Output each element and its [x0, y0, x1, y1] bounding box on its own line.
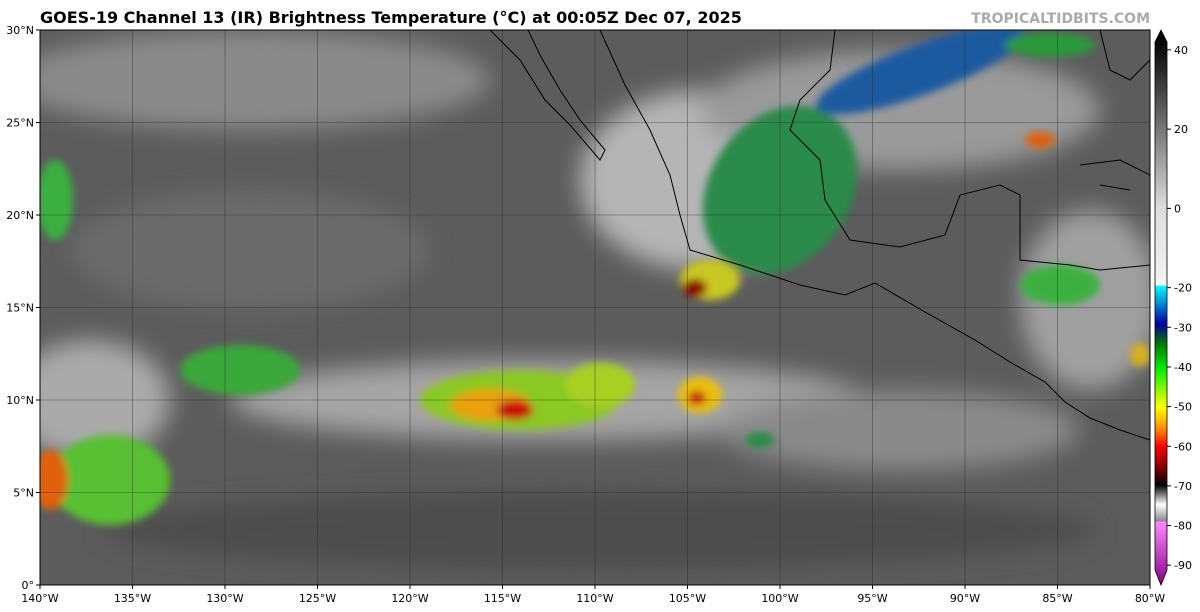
- x-tick-label: 135°W: [114, 592, 151, 605]
- x-tick-label: 140°W: [21, 592, 58, 605]
- y-tick-label: 10°N: [6, 394, 34, 407]
- x-tick-label: 110°W: [576, 592, 613, 605]
- x-tick-label: 125°W: [299, 592, 336, 605]
- watermark: TROPICALTIDBITS.COM: [971, 11, 1150, 27]
- colorbar-label: 40: [1174, 44, 1188, 57]
- colorbar-label: -40: [1174, 361, 1192, 374]
- colorbar-label: 0: [1174, 202, 1181, 215]
- x-tick-label: 85°W: [1042, 592, 1072, 605]
- x-tick-label: 115°W: [484, 592, 521, 605]
- y-tick-label: 5°N: [13, 487, 34, 500]
- colorbar-label: -30: [1174, 321, 1192, 334]
- x-tick-label: 130°W: [206, 592, 243, 605]
- coastline: [789, 30, 1150, 271]
- title: GOES-19 Channel 13 (IR) Brightness Tempe…: [40, 8, 742, 27]
- y-tick-label: 30°N: [6, 24, 34, 37]
- colorbar-label: -50: [1174, 401, 1192, 414]
- y-tick-label: 20°N: [6, 209, 34, 222]
- satellite-imagery: [40, 30, 1150, 585]
- axes: 140°W 135°W 130°W 125°W 120°W 115°W 110°W 105°W…: [6, 24, 1165, 605]
- colorbar-label: 20: [1174, 123, 1188, 136]
- x-tick-label: 80°W: [1135, 592, 1165, 605]
- y-tick-label: 15°N: [6, 302, 34, 315]
- x-tick-label: 105°W: [669, 592, 706, 605]
- colorbar-label: -20: [1174, 282, 1192, 295]
- colorbar-label: -70: [1174, 480, 1192, 493]
- graticule: [40, 30, 1150, 585]
- x-tick-label: 120°W: [391, 592, 428, 605]
- colorbar-label: -90: [1174, 559, 1192, 572]
- x-tick-label: 100°W: [761, 592, 798, 605]
- colorbar: [1154, 29, 1168, 587]
- x-tick-label: 95°W: [857, 592, 887, 605]
- colorbar-label: -80: [1174, 520, 1192, 533]
- coastline: [599, 30, 1150, 441]
- y-tick-label: 0°: [22, 579, 35, 592]
- coastline: [1079, 30, 1150, 191]
- colorbar-ticks: 40 20 0 -20 -30 -40 -50 -60 -70 -80 -90: [1167, 44, 1192, 572]
- y-tick-label: 25°N: [6, 117, 34, 130]
- coastline: [489, 30, 606, 161]
- colorbar-label: -60: [1174, 440, 1192, 453]
- x-tick-label: 90°W: [950, 592, 980, 605]
